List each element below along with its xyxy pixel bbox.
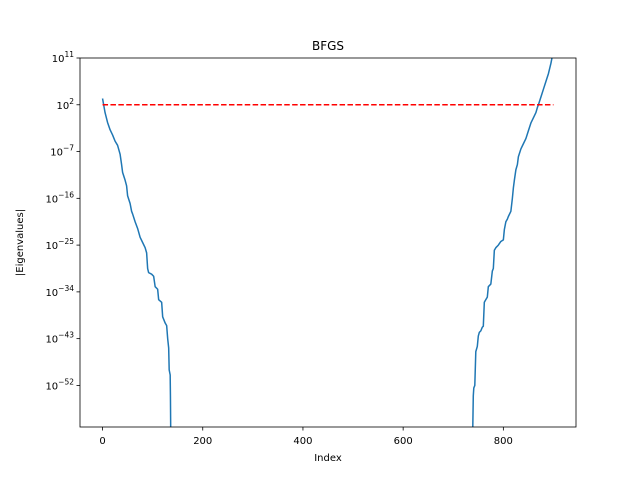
x-axis: 0 200 400 600 800 (99, 427, 513, 447)
y-tick-label: 10−16 (45, 190, 74, 205)
x-axis-label: Index (314, 453, 342, 464)
y-tick-label: 10−7 (50, 144, 74, 159)
y-axis-label: |Eigenvalues| (15, 209, 26, 276)
eigenvalue-series-line-1 (472, 58, 553, 427)
y-tick-label: 10−25 (45, 237, 74, 252)
y-tick-label: 102 (56, 97, 74, 112)
eigenvalue-series-line-0 (101, 98, 172, 427)
y-tick-label: 10−52 (45, 377, 74, 392)
x-tick-label: 200 (193, 436, 212, 447)
x-tick-label: 400 (293, 436, 312, 447)
y-tick-label: 1011 (52, 50, 75, 65)
x-tick-label: 800 (494, 436, 513, 447)
series-layer (101, 58, 554, 427)
axes-frame (79, 57, 577, 428)
y-axis: 1011 102 10−7 10−16 10−25 10−34 10−43 10−52 (45, 50, 80, 392)
x-tick-label: 600 (394, 436, 413, 447)
y-tick-label: 10−43 (45, 331, 74, 346)
y-tick-label: 10−34 (45, 284, 74, 299)
x-tick-label: 0 (99, 436, 105, 447)
chart-title: BFGS (312, 39, 344, 53)
